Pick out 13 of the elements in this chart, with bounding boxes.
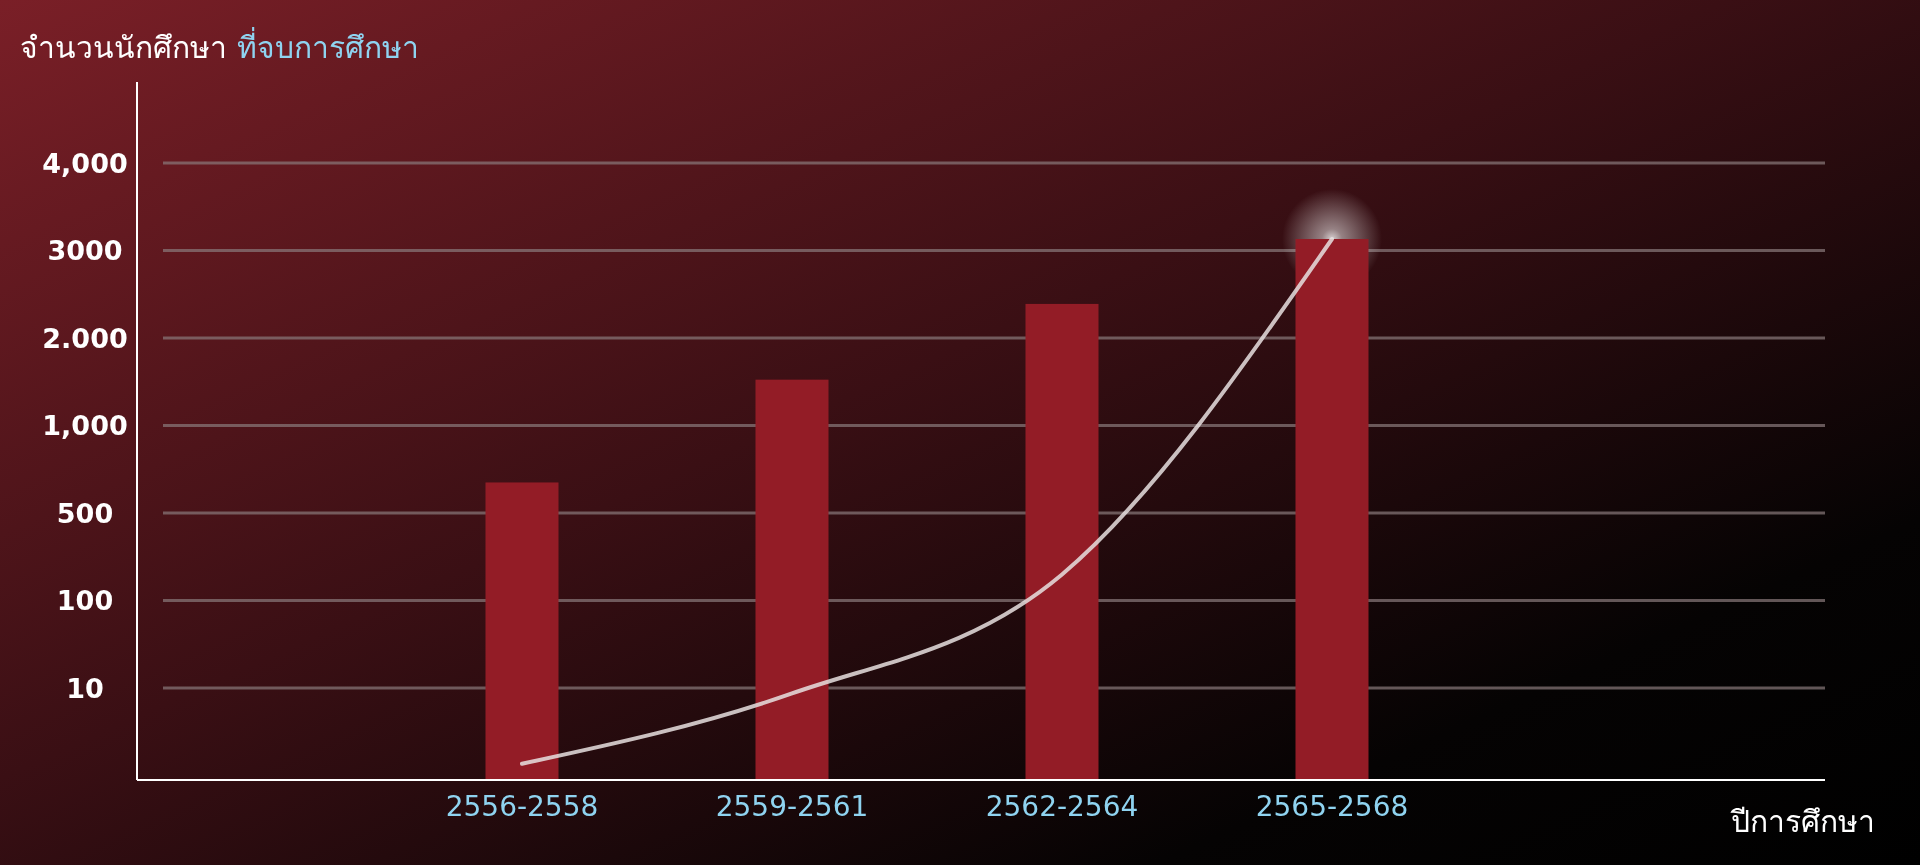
x-tick-label: 2562-2564 [985,790,1139,823]
text: 500 [56,497,114,529]
text: 10 [66,672,104,704]
text: 2.000 [42,322,128,354]
text: ปีการศึกษา [1730,804,1875,839]
text: 1,000 [42,410,128,441]
text: 100 [56,585,114,616]
text: 3000 [47,235,123,266]
chart-title: จำนวนนักศึกษา ที่จบการศึกษา [20,27,419,65]
x-tick-label: 2565-2568 [1255,790,1409,823]
x-tick-label: 2556-2558 [445,790,599,823]
text: 4,000 [42,147,128,179]
x-tick-label: 2559-2561 [715,790,869,823]
